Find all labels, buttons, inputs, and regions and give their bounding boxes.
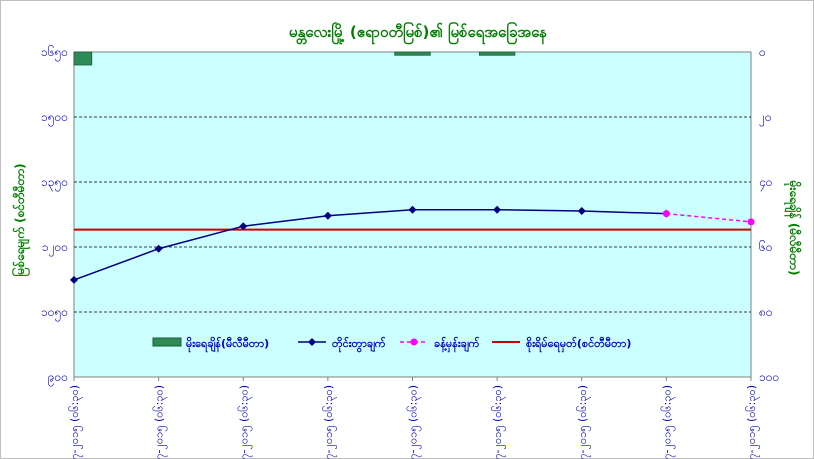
x-tick-label: ၉-၇-၂၀၁၅ (၀၆:၃၀): [237, 385, 252, 459]
x-tick-label: ၈-၇-၂၀၁၅ (၀၆:၃၀): [153, 385, 168, 459]
legend-label-rainfall: မိုးရေချိန်(မီလီမီတာ): [186, 336, 269, 353]
legend-marker-observed: [308, 338, 316, 346]
right-tick-label: ၁၀၀: [759, 370, 779, 384]
right-axis-ticks: ၁၀၀ ၈၀ ၆၀ ၄၀ ၂၀ ၀: [759, 45, 779, 384]
observed-point: [154, 244, 163, 253]
forecast-point: [662, 210, 670, 218]
x-tick-label: ၁၁-၇-၂၀၁၅ (၀၆:၃၀): [407, 385, 422, 459]
legend-marker-forecast: [410, 338, 418, 346]
right-tick-label: ၂၀: [759, 110, 772, 127]
right-tick-label: ၆၀: [759, 239, 773, 254]
observed-point: [577, 207, 586, 216]
plot-area: [73, 51, 752, 378]
legend-label-forecast: ခန့်မှန်းချက်: [434, 336, 480, 353]
left-tick-label: ၁၃၅၀: [41, 175, 68, 192]
gridlines: [74, 116, 751, 313]
observed-series: [70, 205, 671, 284]
observed-line: [73, 208, 667, 281]
left-tick-label: ၁၅၀၀: [41, 110, 68, 127]
rainfall-bar: [73, 51, 93, 66]
chart-title: မန္တလေးမြို့ (ဧရာဝတီမြစ်)၏ မြစ်ရေအခြေအနေ: [289, 21, 547, 45]
rainfall-bar: [394, 51, 431, 56]
left-axis-title: မြစ်ရေမျက် (စင်တီမီတာ): [10, 163, 31, 276]
left-tick-label: ၁၀၅၀: [41, 305, 68, 322]
right-tick-label: ၄၀: [759, 175, 773, 192]
left-tick-label: ၁၂၀၀: [42, 240, 68, 257]
x-axis-ticks: ၁-၇-၂၀၁၅ (၀၆:၃၀) ၈-၇-၂၀၁၅ (၀၆:၃၀) ၉-၇-၂၀၁၅…: [68, 377, 760, 459]
left-tick-label: ၉၀၀: [48, 370, 68, 387]
x-tick-label: ၁၃-၇-၂၀၁၅ (၀၆:၃၀): [576, 385, 591, 459]
right-tick-label: ၀: [759, 45, 766, 59]
rainfall-bar: [478, 51, 516, 56]
legend-swatch-rainfall: [152, 337, 182, 347]
legend-label-danger: စိုးရိမ်ရေမှတ်(စင်တီမီတာ): [526, 336, 631, 353]
legend-label-observed: တိုင်းတွာချက်: [332, 336, 386, 353]
observed-point: [70, 275, 78, 284]
left-axis-ticks: ၉၀၀ ၁၀၅၀ ၁၂၀၀ ၁၃၅၀ ၁၅၀၀ ၁၆၅၀: [41, 44, 68, 387]
rainfall-bars: [73, 51, 516, 66]
right-tick-label: ၈၀: [759, 305, 773, 319]
x-tick-label: ၁၄-၇-၂၀၁၅ (၀၆:၃၀): [660, 385, 675, 459]
x-tick-label: ၁၀-၇-၂၀၁၅ (၀၆:၃၀): [322, 385, 337, 459]
x-tick-label: ၁၂-၇-၂၀၁၅ (၀၆:၃၀): [491, 385, 506, 459]
observed-point: [493, 205, 502, 214]
observed-point: [408, 205, 417, 214]
forecast-line: [666, 212, 752, 223]
observed-point: [323, 211, 332, 220]
x-tick-label: ၁၅-၇-၂၀၁၅ (၀၆:၃၀): [745, 385, 760, 459]
x-tick-label: ၁-၇-၂၀၁၅ (၀၆:၃၀): [68, 385, 83, 459]
legend: မိုးရေချိန်(မီလီမီတာ) တိုင်းတွာချက် ခန့်…: [152, 336, 631, 353]
observed-point: [239, 222, 248, 231]
forecast-point: [747, 218, 755, 226]
forecast-series: [662, 210, 755, 226]
left-tick-label: ၁၆၅၀: [41, 44, 68, 62]
right-axis-title: မိုးရေချိန် (မီလီမီတာ): [783, 180, 803, 276]
